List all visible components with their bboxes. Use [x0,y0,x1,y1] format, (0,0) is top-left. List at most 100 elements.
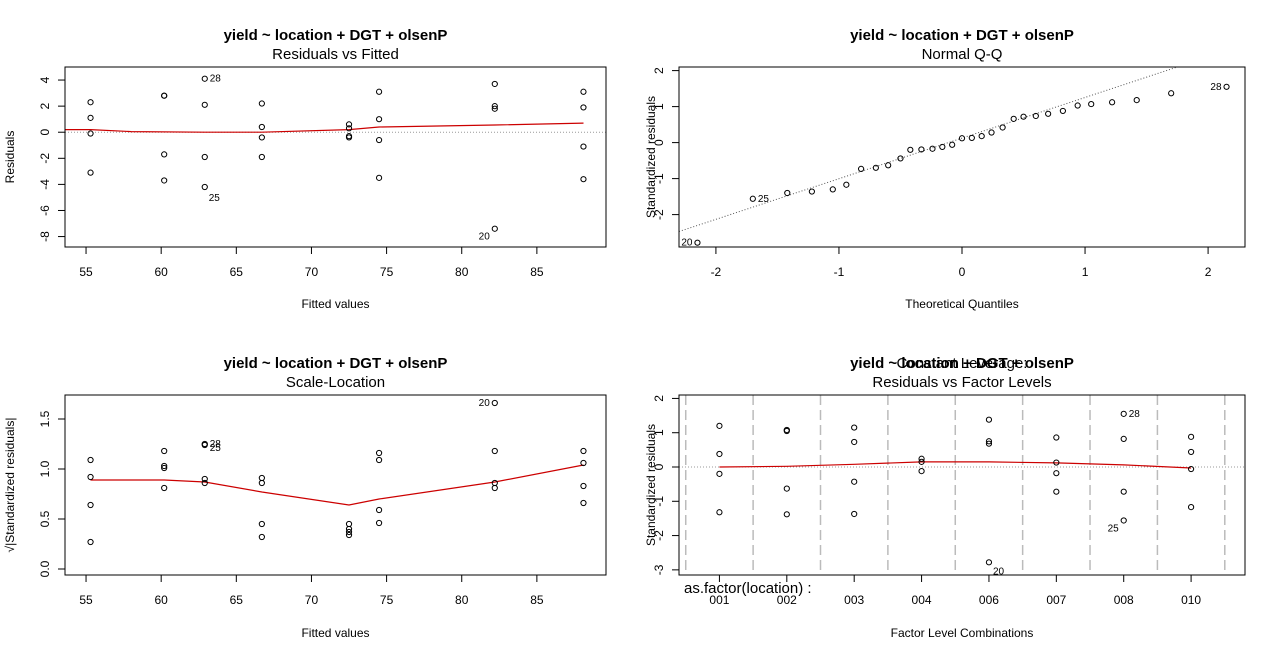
data-point [375,456,383,464]
data-point [491,103,498,110]
y-tick-label: 0.5 [38,510,52,527]
panel-title: yield ~ location + DGT + olsenP [850,355,1074,372]
y-tick-label: -3 [652,564,666,575]
x-axis-label: Theoretical Quantiles [905,297,1018,311]
panel-3: yield ~ location + DGT + olsenP Scale-Loc… [3,355,607,640]
y-tick-label: 4 [38,76,52,83]
data-point [1120,488,1127,495]
data-point [1074,102,1081,109]
data-point [968,134,975,142]
data-point [783,427,790,435]
data-point [783,485,790,492]
data-point [580,88,587,95]
data-point [161,464,168,472]
data-point [258,474,265,482]
data-point [580,176,587,183]
data-point [749,195,756,202]
data-point [918,468,925,475]
x-tick-label: 60 [154,265,168,279]
data-point [851,478,858,485]
data-point [161,462,168,470]
y-tick-label: -1 [652,173,666,184]
x-axis-label: Fitted values [301,626,369,640]
data-point [958,135,966,142]
x-tick-label: 65 [230,593,244,607]
data-point [491,484,498,492]
data-point [375,174,383,181]
x-tick-label: 2 [1205,265,1212,279]
data-point [1020,113,1027,120]
y-tick-label: 2 [652,67,666,74]
data-point [201,183,208,191]
data-point [375,136,383,144]
data-point [985,559,993,566]
point-label: 20 [479,398,491,409]
data-point [258,520,265,528]
point-label: 28 [1129,409,1141,420]
data-point [345,121,353,128]
data-point [1168,90,1175,97]
smooth-line [90,464,584,506]
data-point [161,151,168,158]
data-point [1223,83,1230,90]
data-point [161,447,168,455]
data-point [580,459,587,467]
y-tick-label: 2 [38,102,52,109]
y-tick-label: -2 [38,153,52,164]
data-point [897,155,904,162]
data-point [161,92,168,99]
point-label: 25 [209,193,221,204]
y-tick-label: -1 [652,496,666,507]
data-point [858,165,865,172]
y-tick-label: 0.0 [38,560,52,577]
x-tick-label: 003 [844,593,864,607]
data-point [87,99,94,106]
y-tick-label: -6 [38,205,52,216]
x-tick-label: 006 [979,593,999,607]
data-point [87,456,94,464]
data-point [258,134,265,141]
data-point [918,458,925,465]
y-tick-label: -2 [652,530,666,541]
data-point [985,438,993,445]
x-tick-label: 007 [1046,593,1066,607]
panel-subtitle: Normal Q-Q [922,46,1003,63]
data-point [258,533,265,541]
data-point [716,470,723,477]
panels-group: yield ~ location + DGT + olsenP Residuals… [3,27,1246,640]
data-point [1053,470,1060,477]
data-point [375,88,383,95]
y-tick-label: 1.5 [38,410,52,427]
smooth-line [719,461,1192,469]
x-tick-label: 65 [230,265,244,279]
panel-subtitle: Residuals vs Fitted [272,46,399,63]
data-point [939,143,946,151]
data-point [1187,448,1195,456]
data-point [885,162,892,169]
panel-4: yield ~ location + DGT + olsenPConstant … [644,355,1246,640]
x-tick-label: 75 [380,265,394,279]
data-point [716,422,723,429]
data-point [851,424,858,431]
smooth-line [65,122,584,133]
x-tick-label: 1 [1082,265,1089,279]
data-point [491,399,498,407]
data-point [375,519,383,527]
data-point [784,189,791,197]
data-point [201,479,208,487]
data-point [907,146,914,153]
data-point [345,531,353,539]
data-point [258,123,265,131]
x-tick-label: 004 [912,593,932,607]
x-tick-label: 85 [530,265,544,279]
data-point [1120,435,1127,442]
data-point [258,479,265,487]
data-point [491,225,498,232]
factor-label: as.factor(location) : [684,580,812,597]
x-axis-label: Fitted values [301,297,369,311]
data-point [580,447,587,455]
data-point [985,440,993,447]
point-label: 25 [1108,523,1120,534]
x-tick-label: 80 [455,593,469,607]
point-label: 20 [681,238,693,249]
